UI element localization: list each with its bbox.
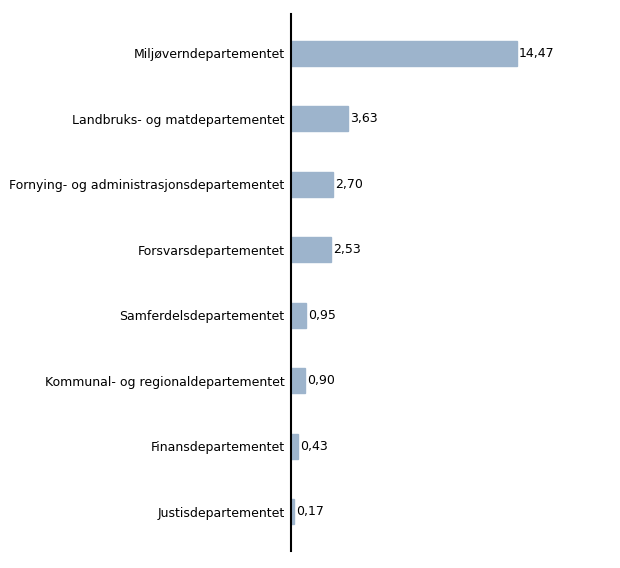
Bar bbox=[291, 41, 517, 66]
Bar bbox=[291, 434, 298, 459]
Text: 3,63: 3,63 bbox=[350, 112, 378, 126]
Bar bbox=[291, 237, 331, 262]
Bar bbox=[291, 368, 306, 393]
Text: 0,95: 0,95 bbox=[308, 309, 336, 322]
Text: 14,47: 14,47 bbox=[519, 47, 554, 60]
Text: 2,70: 2,70 bbox=[335, 178, 363, 191]
Text: 0,43: 0,43 bbox=[300, 440, 328, 453]
Bar bbox=[291, 303, 306, 328]
Text: 0,90: 0,90 bbox=[308, 374, 335, 387]
Text: 0,17: 0,17 bbox=[296, 505, 324, 518]
Bar bbox=[291, 499, 294, 524]
Bar bbox=[291, 106, 348, 131]
Bar bbox=[291, 172, 334, 197]
Text: 2,53: 2,53 bbox=[333, 243, 360, 256]
